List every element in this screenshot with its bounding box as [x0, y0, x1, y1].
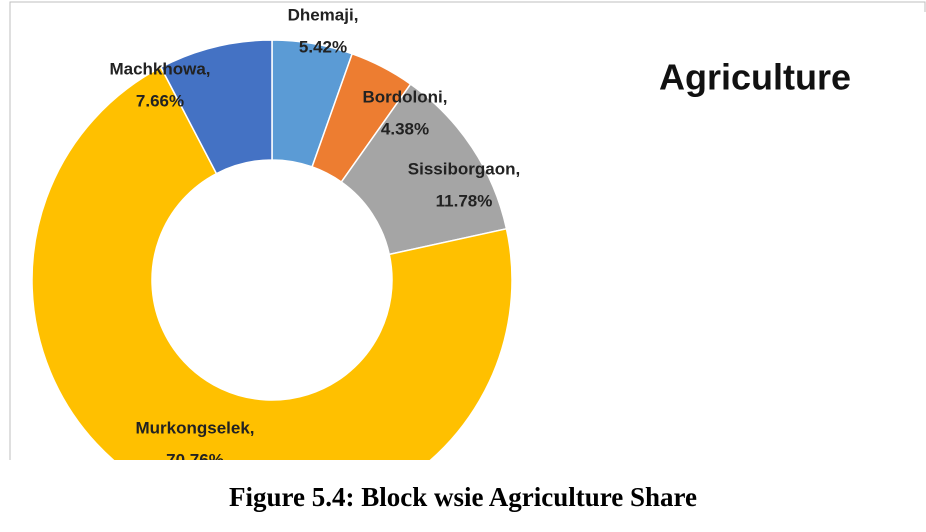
category-label: Machkhowa, [109, 59, 210, 78]
category-label: Bordoloni, [363, 87, 448, 106]
value-label: 7.66% [136, 91, 184, 110]
category-label: Dhemaji, [288, 5, 359, 24]
category-label: Sissiborgaon, [408, 159, 520, 178]
category-label: Murkongselek, [135, 418, 254, 437]
donut-segment [31, 66, 513, 460]
value-label: 5.42% [299, 37, 347, 56]
caption: Figure 5.4: Block wsie Agriculture Share [229, 482, 697, 512]
value-label: 4.38% [381, 119, 429, 138]
plot-area: Dhemaji, 5.42% Bordoloni, 4.38% Sissiborgaon… [31, 5, 520, 469]
chart-frame [9, 1, 926, 460]
chart-title: Agriculture [659, 57, 851, 98]
donut-segment [159, 39, 273, 175]
value-label: 70.76% [166, 450, 224, 469]
value-label: 11.78% [436, 191, 493, 210]
